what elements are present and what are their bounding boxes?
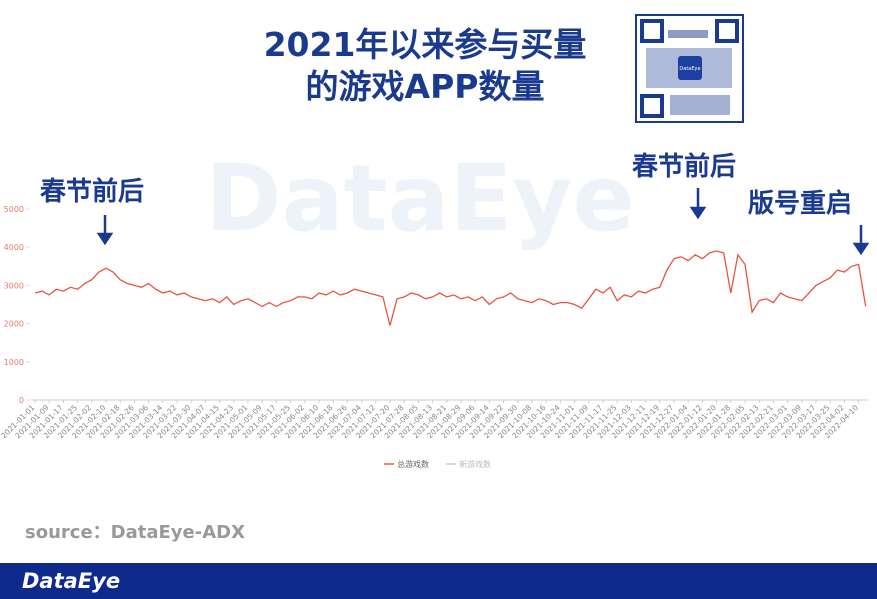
qr-code: DataEye xyxy=(635,14,744,123)
arrows xyxy=(96,188,870,256)
qr-pattern xyxy=(668,30,708,38)
watermark: DataEye xyxy=(205,145,635,252)
annotation: 春节前后 xyxy=(40,176,144,207)
y-tick-label: 5000 xyxy=(4,205,24,214)
legend-label: 总游戏数 xyxy=(397,459,429,469)
y-tick-label: 3000 xyxy=(4,281,24,290)
series-line xyxy=(34,250,867,326)
annotation: 版号重启 xyxy=(747,188,852,219)
legend-label: 新游戏数 xyxy=(459,459,491,469)
y-tick-label: 1000 xyxy=(4,358,24,367)
chart-title: 的游戏APP数量 xyxy=(306,67,545,106)
arrowhead xyxy=(96,232,114,246)
y-tick-label: 0 xyxy=(19,396,24,405)
qr-finder xyxy=(640,19,664,43)
chart-title: 2021年以来参与买量 xyxy=(264,25,587,64)
qr-finder xyxy=(715,19,739,43)
y-tick-label: 2000 xyxy=(4,320,24,329)
qr-pattern xyxy=(670,95,730,115)
qr-finder xyxy=(640,94,664,118)
arrowhead xyxy=(852,242,870,256)
footer-logo: DataEye xyxy=(22,569,120,593)
qr-logo-text: DataEye xyxy=(679,66,700,72)
source: source：DataEye-ADX xyxy=(25,522,245,543)
annotation: 春节前后 xyxy=(632,151,736,182)
qr-logo xyxy=(678,56,702,80)
footer-bar xyxy=(0,563,877,599)
y-tick-label: 4000 xyxy=(4,243,24,252)
arrowhead xyxy=(689,206,707,220)
